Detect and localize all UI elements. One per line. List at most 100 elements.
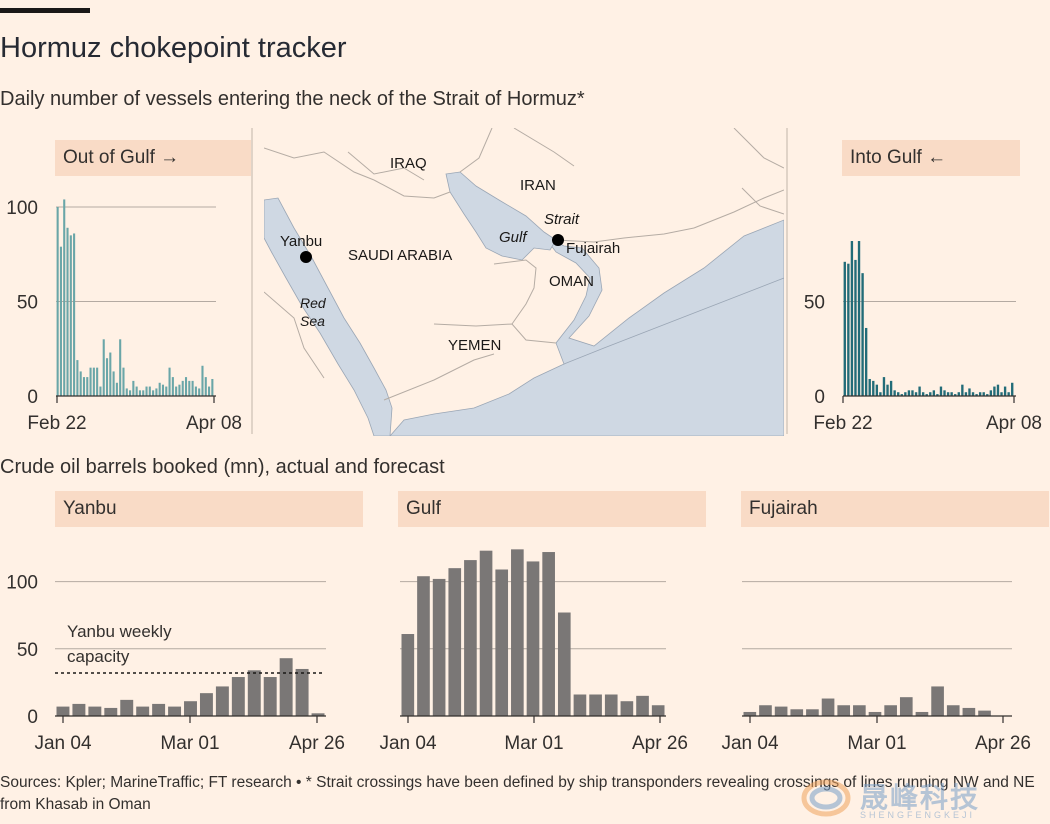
bar bbox=[231, 677, 245, 716]
y-tick-label: 100 bbox=[6, 573, 38, 594]
x-tick-label: Mar 01 bbox=[847, 733, 906, 754]
bar bbox=[138, 390, 141, 396]
panel-title-fujairah: Fujairah bbox=[741, 491, 1049, 527]
annotation-line-2: capacity bbox=[67, 647, 130, 666]
bar bbox=[884, 705, 897, 716]
bar bbox=[996, 384, 1000, 396]
bar bbox=[620, 701, 634, 716]
arabian-sea-water bbox=[543, 219, 784, 365]
y-tick-label: 0 bbox=[27, 707, 38, 728]
map-strait-of-hormuz: IRAQ IRAN SAUDI ARABIA OMAN YEMEN Yanbu … bbox=[264, 128, 784, 436]
bar bbox=[950, 392, 953, 396]
map-label-yemen: YEMEN bbox=[448, 337, 501, 354]
panel-title-in: Into Gulf ← bbox=[842, 140, 1020, 176]
bar bbox=[1011, 382, 1014, 396]
bar bbox=[573, 694, 587, 716]
bar bbox=[854, 259, 857, 396]
bar bbox=[161, 384, 165, 396]
bar bbox=[211, 378, 214, 396]
map-label-sea: Sea bbox=[300, 313, 325, 329]
bar bbox=[893, 390, 896, 396]
x-tick-label: Feb 22 bbox=[27, 413, 86, 434]
bar bbox=[975, 394, 978, 396]
bar bbox=[66, 227, 69, 396]
panel-title-gulf: Gulf bbox=[398, 491, 706, 527]
bar bbox=[986, 394, 989, 396]
bar bbox=[886, 384, 889, 396]
divider-left bbox=[251, 128, 253, 434]
bar bbox=[872, 380, 875, 396]
bar bbox=[843, 261, 846, 396]
chart-out-of-gulf: 0 50 100 Feb 22 Apr 08 bbox=[6, 198, 242, 434]
bar bbox=[184, 377, 188, 396]
x-tick-label: Jan 04 bbox=[34, 733, 91, 754]
bar bbox=[915, 711, 929, 716]
bar bbox=[89, 367, 92, 396]
x-tick-label: Jan 04 bbox=[379, 733, 436, 754]
bar bbox=[962, 707, 976, 716]
bar bbox=[1007, 392, 1010, 396]
bar bbox=[199, 693, 213, 716]
x-tick-label: Feb 22 bbox=[813, 413, 872, 434]
bar bbox=[82, 377, 86, 396]
gulf-of-aden-water bbox=[389, 277, 784, 436]
bar bbox=[982, 392, 985, 396]
chart-title: Hormuz chokepoint tracker bbox=[0, 32, 347, 64]
bar bbox=[112, 371, 115, 396]
bar bbox=[542, 552, 555, 716]
y-tick-label: 100 bbox=[6, 198, 38, 219]
bar bbox=[122, 367, 125, 396]
bar bbox=[589, 694, 602, 716]
x-tick-label: Apr 26 bbox=[289, 733, 345, 754]
bar bbox=[604, 694, 618, 716]
bar bbox=[875, 384, 879, 396]
bar bbox=[63, 199, 66, 396]
bar bbox=[208, 386, 211, 396]
bar bbox=[479, 550, 493, 716]
x-tick-label: Mar 01 bbox=[160, 733, 219, 754]
map-label-red: Red bbox=[300, 295, 327, 311]
bar bbox=[188, 380, 191, 396]
bar bbox=[279, 658, 293, 716]
bar bbox=[914, 392, 918, 396]
bar bbox=[921, 392, 925, 396]
bar bbox=[651, 705, 665, 716]
x-tick-label: Apr 08 bbox=[986, 413, 1042, 434]
persian-gulf-water bbox=[445, 171, 557, 261]
fujairah-marker bbox=[552, 234, 564, 246]
bar bbox=[69, 235, 72, 396]
bar bbox=[72, 703, 86, 716]
bar bbox=[939, 386, 943, 396]
bar bbox=[904, 392, 907, 396]
panel-title-out: Out of Gulf → bbox=[55, 140, 252, 176]
bar bbox=[868, 711, 882, 716]
x-tick-label: Apr 26 bbox=[975, 733, 1031, 754]
section-title-crude: Crude oil barrels booked (mn), actual an… bbox=[0, 456, 445, 478]
bar bbox=[868, 378, 871, 396]
bar bbox=[204, 377, 207, 396]
bar bbox=[889, 380, 893, 396]
bar bbox=[864, 327, 868, 396]
bar bbox=[155, 388, 158, 396]
bar bbox=[993, 386, 996, 396]
bar bbox=[168, 706, 182, 716]
watermark-logo-icon bbox=[801, 779, 851, 817]
bar bbox=[165, 386, 168, 396]
bar bbox=[86, 377, 89, 396]
divider-right bbox=[786, 128, 788, 434]
red-sea-water bbox=[264, 197, 393, 436]
bar bbox=[105, 358, 109, 396]
bar bbox=[971, 392, 975, 396]
chart-into-gulf: 0 50 Feb 22 Apr 08 bbox=[804, 241, 1042, 434]
bar bbox=[968, 388, 971, 396]
bar bbox=[135, 386, 138, 396]
bar bbox=[168, 367, 171, 396]
bar bbox=[936, 394, 939, 396]
bar bbox=[92, 367, 95, 396]
bar bbox=[136, 706, 150, 716]
bar bbox=[964, 392, 968, 396]
bar bbox=[73, 233, 76, 396]
bar bbox=[119, 339, 122, 396]
bar bbox=[104, 707, 118, 716]
bar bbox=[774, 706, 788, 716]
